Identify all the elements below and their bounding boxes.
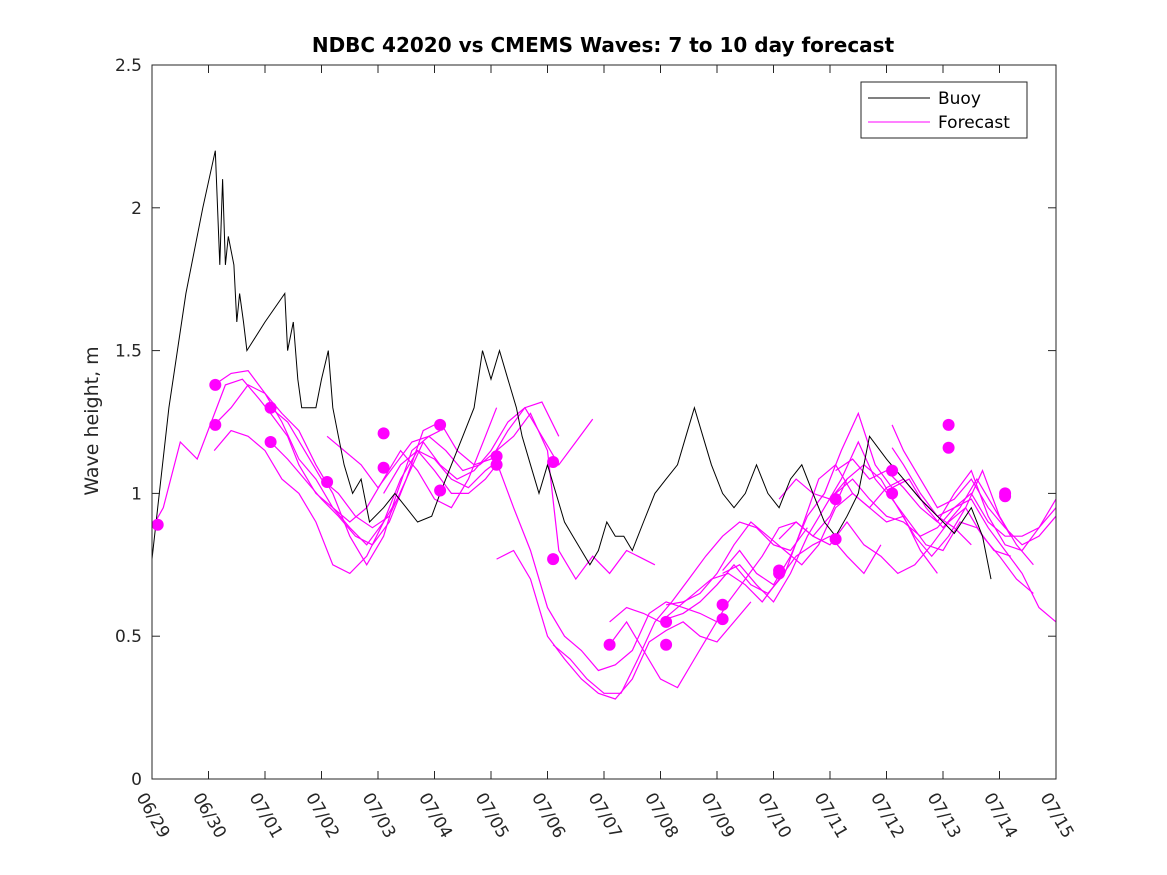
y-tick-label-1.5: 1.5 (115, 342, 142, 362)
forecast-line-7 (326, 412, 656, 581)
forecast-marker-7 (377, 427, 390, 440)
forecast-line-16 (722, 440, 1011, 603)
x-tick-label-3: 07/02 (301, 790, 343, 842)
legend: Buoy Forecast (860, 81, 1028, 139)
x-tick-label-16: 07/15 (1036, 790, 1078, 842)
forecast-line-17 (778, 464, 1034, 566)
y-tick-label-1: 1 (131, 484, 142, 504)
forecast-line-18 (778, 506, 1034, 594)
y-tick-label-0: 0 (131, 770, 142, 790)
x-tick-label-2: 07/01 (245, 790, 287, 842)
forecast-marker-10 (434, 484, 447, 497)
x-tick-label-10: 07/09 (697, 790, 739, 842)
forecast-line-20 (835, 478, 1057, 623)
x-tick-label-6: 07/05 (471, 790, 513, 842)
forecast-line-3 (213, 384, 498, 523)
x-tick-label-13: 07/12 (866, 790, 908, 842)
forecast-line-5 (270, 401, 560, 529)
forecast-marker-13 (547, 456, 560, 468)
legend-box (860, 81, 1028, 139)
forecast-marker-3 (209, 418, 222, 431)
forecast-marker-26 (942, 418, 955, 431)
legend-label-forecast: Forecast (938, 113, 1010, 133)
x-tick-label-15: 07/14 (979, 790, 1021, 842)
forecast-marker-16 (660, 615, 673, 628)
forecast-marker-2 (209, 378, 222, 391)
forecast-marker-12 (490, 458, 503, 471)
x-tick-label-4: 07/03 (358, 790, 400, 842)
x-tick-label-9: 07/08 (640, 790, 682, 842)
x-tick-label-7: 07/06 (527, 790, 569, 842)
forecast-marker-4 (264, 401, 277, 414)
forecast-line-21 (891, 424, 1057, 546)
forecast-line-19 (835, 458, 1057, 552)
y-tick-label-2: 2 (131, 199, 142, 219)
forecast-marker-19 (716, 613, 729, 626)
forecast-line-8 (383, 449, 718, 672)
forecast-marker-23 (829, 533, 842, 546)
forecast-marker-1 (151, 518, 164, 531)
x-tick-label-11: 07/10 (753, 790, 795, 842)
forecast-line-9 (496, 549, 752, 700)
forecast-marker-9 (434, 418, 447, 431)
forecast-marker-22 (829, 493, 842, 506)
y-tick-label-2.5: 2.5 (115, 56, 142, 76)
forecast-marker-11 (490, 450, 503, 463)
x-tick-label-8: 07/07 (584, 790, 626, 842)
y-axis-label: Wave height, m (81, 346, 103, 495)
forecast-marker-24 (886, 464, 899, 477)
y-tick-label-0.5: 0.5 (115, 627, 142, 647)
forecast-line-4 (213, 429, 498, 575)
forecast-line-13 (665, 492, 938, 606)
forecast-line-15 (722, 411, 1012, 586)
forecast-marker-17 (660, 638, 673, 651)
forecast-marker-27 (942, 441, 955, 454)
axes: 0 0.5 1 1.5 2 2.5 06/29 06/30 07/01 07/02 07/03 07/… (115, 56, 1078, 842)
chart-title: NDBC 42020 vs CMEMS Waves: 7 to 10 day f… (312, 33, 895, 57)
forecast-line-2 (213, 369, 441, 566)
x-tick-label-12: 07/11 (810, 790, 852, 842)
forecast-marker-25 (886, 487, 899, 500)
buoy-line (151, 150, 992, 580)
x-tick-label-14: 07/13 (923, 790, 965, 842)
forecast-line-1 (151, 378, 402, 546)
plot-area (151, 150, 1057, 700)
x-tick-label-1: 06/30 (188, 790, 230, 842)
forecast-marker-6 (321, 476, 334, 488)
forecast-marker-14 (547, 553, 560, 566)
forecast-marker-8 (377, 461, 390, 474)
x-tick-label-0: 06/29 (132, 790, 174, 842)
forecast-line-10 (552, 521, 808, 694)
forecast-line-22 (891, 447, 1057, 537)
forecast-marker-15 (603, 638, 616, 651)
forecast-marker-21 (773, 567, 786, 580)
forecast-marker-5 (264, 436, 277, 448)
forecast-marker-18 (716, 598, 729, 611)
legend-label-buoy: Buoy (938, 89, 981, 109)
x-tick-label-5: 07/04 (414, 790, 456, 842)
forecast-marker-29 (999, 490, 1012, 503)
